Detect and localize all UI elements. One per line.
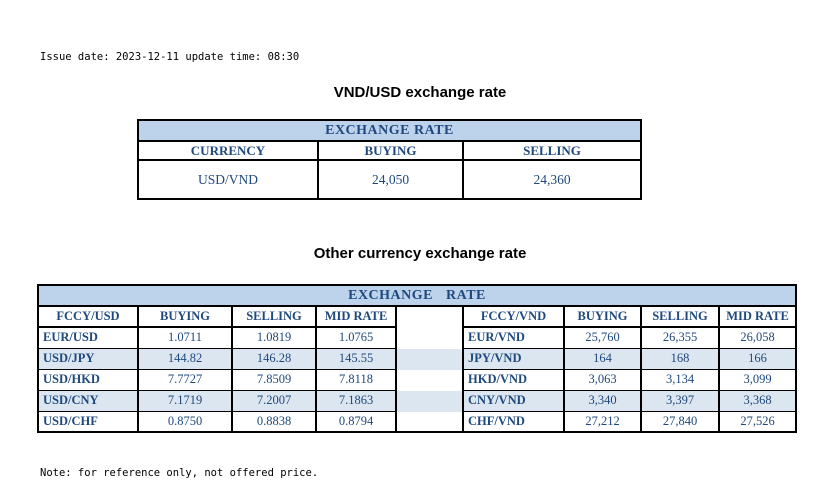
table-header-row: EXCHANGE RATE [137,119,642,142]
mid-rate-cell: 27,526 [718,410,797,433]
column-header-selling: SELLING [231,305,317,328]
currency-pair-cell: EUR/USD [37,326,139,349]
table-row: USD/VND 24,050 24,360 [137,159,642,200]
selling-rate-cell: 7.8509 [231,368,317,391]
column-header-buying: BUYING [137,305,233,328]
selling-rate-cell: 1.0819 [231,326,317,349]
mid-rate-cell: 3,368 [718,389,797,412]
usd-table-title: VND/USD exchange rate [333,84,507,101]
column-header-buying: BUYING [563,305,642,328]
buying-rate-cell: 3,340 [563,389,642,412]
currency-pair-cell: CHF/VND [462,410,565,433]
buying-rate-cell: 164 [563,347,642,370]
selling-rate-cell: 27,840 [640,410,720,433]
currency-pair-cell: JPY/VND [462,347,565,370]
buying-rate-cell: 7.1719 [137,389,233,412]
column-header-row: CURRENCY BUYING SELLING [137,140,642,161]
mid-rate-cell: 26,058 [718,326,797,349]
issue-date-line: Issue date: 2023-12-11 update time: 08:3… [40,51,300,63]
selling-rate-cell: 24,360 [462,159,642,200]
usd-vnd-table: EXCHANGE RATE CURRENCY BUYING SELLING US… [137,119,642,200]
mid-rate-cell: 166 [718,347,797,370]
table-row: USD/CHF 0.8750 0.8838 0.8794 CHF/VND 27,… [37,410,797,433]
table-row: EUR/USD 1.0711 1.0819 1.0765 EUR/VND 25,… [37,326,797,349]
column-header-fccy-vnd: FCCY/VND [462,305,565,328]
currency-pair-cell: USD/HKD [37,368,139,391]
column-header-currency: CURRENCY [137,140,319,161]
currency-pair-cell: USD/VND [137,159,319,200]
selling-rate-cell: 168 [640,347,720,370]
buying-rate-cell: 7.7727 [137,368,233,391]
currency-pair-cell: USD/CHF [37,410,139,433]
note-line: Note: for reference only, not offered pr… [40,467,319,479]
mid-rate-cell: 3,099 [718,368,797,391]
table-row: USD/HKD 7.7727 7.8509 7.8118 HKD/VND 3,0… [37,368,797,391]
mid-rate-cell: 7.8118 [315,368,397,391]
column-header-selling: SELLING [462,140,642,161]
column-header-selling: SELLING [640,305,720,328]
buying-rate-cell: 0.8750 [137,410,233,433]
currency-pair-cell: USD/JPY [37,347,139,370]
currency-pair-cell: USD/CNY [37,389,139,412]
currency-pair-cell: HKD/VND [462,368,565,391]
selling-rate-cell: 7.2007 [231,389,317,412]
other-table-title: Other currency exchange rate [313,245,527,262]
table-row: USD/CNY 7.1719 7.2007 7.1863 CNY/VND 3,3… [37,389,797,412]
mid-rate-cell: 145.55 [315,347,397,370]
table-header-row: EXCHANGE RATE [37,284,797,307]
table-row: USD/JPY 144.82 146.28 145.55 JPY/VND 164… [37,347,797,370]
column-header-buying: BUYING [317,140,464,161]
currency-pair-cell: EUR/VND [462,326,565,349]
table-gap-spacer [395,306,464,432]
selling-rate-cell: 3,397 [640,389,720,412]
buying-rate-cell: 27,212 [563,410,642,433]
selling-rate-cell: 3,134 [640,368,720,391]
column-header-mid-rate: MID RATE [315,305,397,328]
buying-rate-cell: 3,063 [563,368,642,391]
buying-rate-cell: 24,050 [317,159,464,200]
mid-rate-cell: 0.8794 [315,410,397,433]
exchange-rate-banner: EXCHANGE RATE [137,119,642,142]
selling-rate-cell: 146.28 [231,347,317,370]
buying-rate-cell: 1.0711 [137,326,233,349]
currency-pair-cell: CNY/VND [462,389,565,412]
selling-rate-cell: 26,355 [640,326,720,349]
mid-rate-cell: 7.1863 [315,389,397,412]
other-currency-table: EXCHANGE RATE FCCY/USD BUYING SELLING MI… [37,284,797,433]
exchange-rate-banner: EXCHANGE RATE [37,284,797,307]
mid-rate-cell: 1.0765 [315,326,397,349]
buying-rate-cell: 144.82 [137,347,233,370]
selling-rate-cell: 0.8838 [231,410,317,433]
column-header-mid-rate: MID RATE [718,305,797,328]
column-header-fccy-usd: FCCY/USD [37,305,139,328]
column-header-row: FCCY/USD BUYING SELLING MID RATE FCCY/VN… [37,305,797,432]
buying-rate-cell: 25,760 [563,326,642,349]
